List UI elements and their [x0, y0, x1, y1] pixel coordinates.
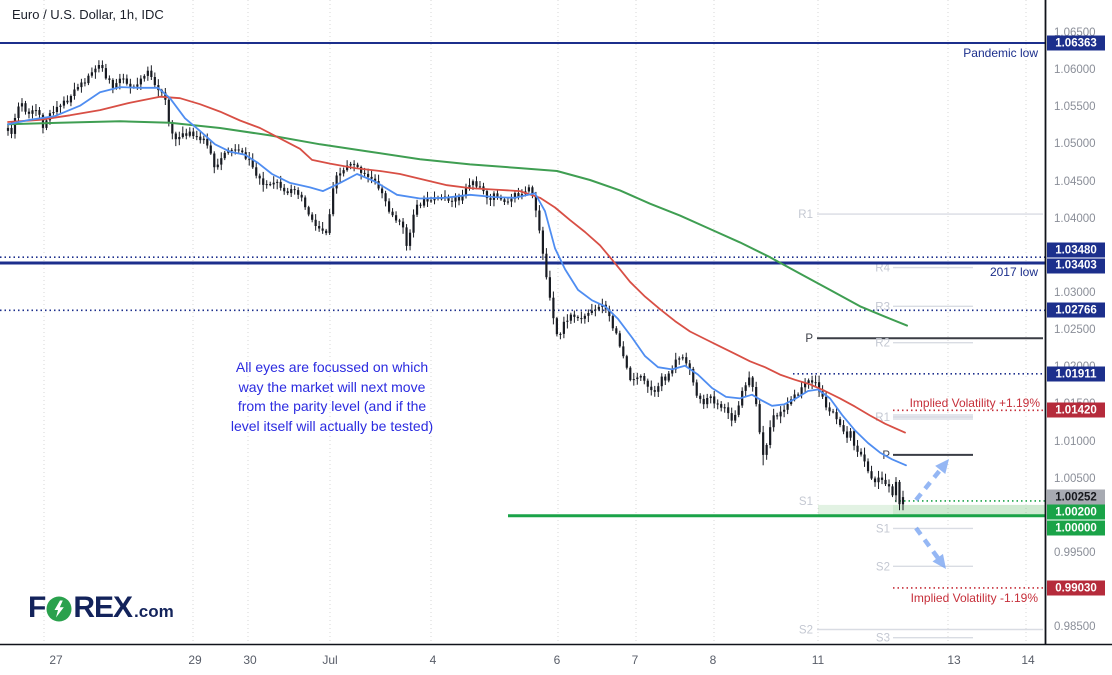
price-tick: 1.02500 — [1054, 324, 1096, 337]
pivot-label-weekly-P: P — [805, 333, 813, 345]
pivot-label-daily-S1: S1 — [876, 523, 890, 535]
time-tick-8: 8 — [709, 653, 717, 667]
time-tick-4: 4 — [429, 653, 437, 667]
price-badge-1.02766: 1.02766 — [1047, 302, 1105, 318]
price-scale[interactable]: 1.06500 1.06000 1.05500 1.05000 1.04500 1.040… — [1047, 0, 1112, 644]
pivot-label-daily-S3: S3 — [876, 633, 890, 645]
pivot-label-daily-R4: R4 — [875, 263, 890, 275]
time-tick-29: 29 — [188, 653, 202, 667]
time-scale[interactable]: 27 29 30 Jul 4 6 7 8 11 13 14 — [0, 645, 1112, 675]
price-badge-1.00252: 1.00252 — [1047, 489, 1105, 505]
price-tick: 1.00500 — [1054, 472, 1096, 485]
price-badge-1.01911: 1.01911 — [1047, 366, 1105, 382]
logo-dotcom: .com — [134, 602, 174, 621]
annotation-line: level itself will actually be tested) — [230, 417, 434, 434]
price-badge-0.99030: 0.99030 — [1047, 580, 1105, 596]
parity-zone-band — [818, 504, 1045, 517]
price-badge-1.03480: 1.03480 — [1047, 242, 1105, 258]
price-tick: 1.04500 — [1054, 175, 1096, 188]
annotation-line: from the parity level (and if the — [237, 398, 427, 414]
pivot-label-weekly-R1: R1 — [798, 209, 813, 221]
implied-volatility-upper-label: Implied Volatility +1.19% — [909, 396, 1040, 410]
time-tick-11: 11 — [811, 653, 825, 667]
time-tick-13: 13 — [947, 653, 961, 667]
ma-red-line — [7, 95, 906, 434]
price-tick: 1.03000 — [1054, 286, 1096, 299]
implied-volatility-lower-label: Implied Volatility -1.19% — [910, 591, 1038, 605]
price-badge-1.03403: 1.03403 — [1047, 258, 1105, 273]
price-badge-1.06363: 1.06363 — [1047, 35, 1105, 51]
2017-low-label: 2017 low — [989, 265, 1038, 279]
pivot-label-daily-R2: R2 — [875, 338, 890, 350]
pivot-label-daily-R3: R3 — [875, 301, 890, 313]
price-tick: 1.01000 — [1054, 435, 1096, 448]
analyst-annotation: All eyes are focussed on which way the m… — [196, 358, 468, 436]
price-badge-1.01420: 1.01420 — [1047, 402, 1105, 418]
time-tick-14: 14 — [1021, 653, 1035, 667]
candlestick-series — [6, 60, 905, 511]
time-tick-30: 30 — [243, 653, 257, 667]
price-tick: 1.05500 — [1054, 101, 1096, 114]
logo-letters-rex: REX — [73, 591, 133, 624]
pandemic-low-label: Pandemic low — [963, 46, 1038, 60]
ma-blue-line — [7, 86, 907, 467]
time-tick-27: 27 — [49, 653, 63, 667]
logo-o-icon — [46, 596, 72, 622]
price-tick: 1.06000 — [1054, 64, 1096, 76]
symbol-title: Euro / U.S. Dollar, 1h, IDC — [12, 7, 164, 22]
parity-zone-band-inner — [893, 504, 1045, 517]
price-tick: 1.05000 — [1054, 138, 1096, 151]
price-badge-1.00200: 1.00200 — [1047, 504, 1105, 520]
annotation-line: way the market will next move — [238, 378, 426, 395]
time-tick-7: 7 — [631, 653, 639, 667]
pivot-label-weekly-S2: S2 — [799, 625, 813, 637]
time-tick-Jul: Jul — [322, 653, 338, 667]
scenario-up-arrow — [914, 459, 949, 502]
pivot-label-daily-S2: S2 — [876, 561, 890, 573]
annotation-line: All eyes are focussed on which — [235, 359, 429, 375]
pivot-label-weekly-S1: S1 — [799, 496, 813, 508]
scenario-down-arrow — [914, 526, 946, 569]
forex-com-watermark: F REX .com — [28, 591, 174, 625]
logo-letter-f: F — [28, 591, 46, 624]
price-tick: 0.99500 — [1054, 547, 1096, 559]
time-tick-6: 6 — [553, 653, 561, 667]
price-badge-1.00000: 1.00000 — [1047, 520, 1105, 536]
price-tick: 1.04000 — [1054, 212, 1096, 225]
price-tick: 0.98500 — [1054, 621, 1096, 634]
ma-green-line — [7, 120, 908, 327]
